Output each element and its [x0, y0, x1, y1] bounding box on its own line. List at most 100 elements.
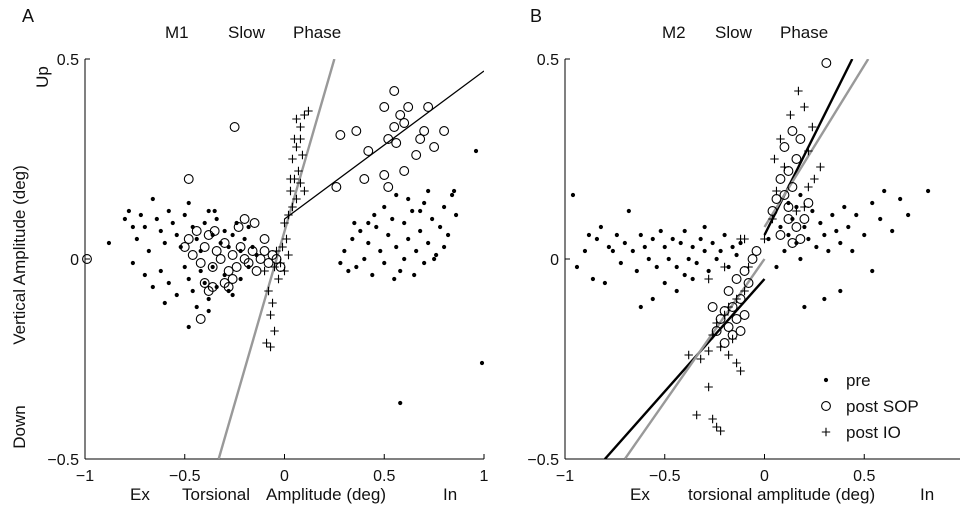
- panel-a-point-dot: [394, 192, 399, 198]
- panel-b-point-dot: [698, 236, 703, 242]
- panel-b-point-dot: [570, 192, 576, 198]
- panel-b-point-dot: [834, 228, 839, 234]
- panel-a-point-dot: [390, 216, 395, 222]
- panel-a-point-dot: [206, 296, 211, 302]
- panel-b-point-dot: [702, 224, 707, 230]
- panel-b-point-circle: [739, 266, 750, 276]
- panel-b-point-plus: [744, 262, 753, 272]
- panel-a-point-dot: [166, 208, 171, 214]
- panel-a-point-dot: [142, 224, 147, 230]
- panel-b-point-dot: [662, 280, 667, 286]
- panel-a-point-dot: [246, 224, 251, 230]
- panel-b-point-dot: [830, 212, 835, 218]
- panel-a-point-dot: [186, 200, 191, 206]
- panel-a-point-circle: [183, 174, 194, 184]
- panel-b-point-circle: [731, 314, 742, 324]
- panel-b-point-dot: [630, 248, 635, 254]
- panel-a-point-circle: [227, 274, 238, 284]
- panel-a-point-circle: [379, 170, 390, 180]
- panel-a-point-circle: [391, 138, 402, 148]
- panel-b-point-circle: [787, 126, 798, 136]
- panel-a-point-circle: [383, 134, 394, 144]
- panel-a-point-circle: [235, 242, 246, 252]
- panel-b-point-plus: [704, 382, 713, 392]
- panel-b-point-dot: [658, 228, 663, 234]
- panel-b-point-plus: [712, 318, 721, 328]
- panel-b-point-dot: [718, 248, 723, 254]
- panel-a-point-circle: [331, 182, 342, 192]
- panel-b-series-circle: [707, 58, 832, 348]
- panel-a-point-dot: [186, 324, 191, 330]
- panel-b-legend-marker-circle: [821, 401, 831, 411]
- panel-b-point-dot: [694, 260, 699, 266]
- panel-b-point-dot: [890, 228, 895, 234]
- panel-b-x-tick-label: 0: [760, 468, 769, 485]
- panel-a-point-plus: [296, 178, 305, 188]
- panel-a-point-plus: [266, 342, 275, 352]
- panel-b-point-plus: [712, 422, 721, 432]
- panel-b-point-circle: [787, 182, 798, 192]
- panel-a-point-circle: [255, 254, 266, 264]
- panel-a-xlabel-part-1: Torsional: [182, 485, 250, 504]
- panel-a-point-plus: [272, 246, 281, 256]
- panel-a-point-dot: [126, 208, 131, 214]
- panel-a-point-plus: [270, 262, 279, 272]
- panel-b-y-tick-label: −0.5: [527, 452, 559, 469]
- panel-a-point-dot: [434, 252, 439, 258]
- panel-b-point-plus: [792, 206, 801, 216]
- panel-b-point-plus: [716, 342, 725, 352]
- panel-a-title-part-1: M1: [165, 23, 189, 42]
- panel-a-point-plus: [278, 242, 287, 252]
- panel-b-point-dot: [626, 208, 631, 214]
- panel-b-point-dot: [682, 272, 687, 278]
- panel-a-point-circle: [423, 102, 434, 112]
- panel-a-point-plus: [266, 310, 275, 320]
- panel-b-point-circle: [731, 274, 742, 284]
- panel-b-point-dot: [798, 256, 803, 262]
- panel-a-point-circle: [179, 242, 190, 252]
- panel-b: B M2 Slow Phase Ex torsional amplitude (…: [527, 6, 960, 504]
- panel-a-x-tick-label: 0.5: [373, 468, 395, 485]
- panel-a-title-part-2: Slow: [228, 23, 266, 42]
- panel-a-point-plus: [284, 210, 293, 220]
- panel-a-point-plus: [280, 218, 289, 228]
- panel-b-x-tick-label: −0.5: [649, 468, 681, 485]
- panel-a-point-dot: [398, 400, 403, 406]
- panel-a-x-tick-label: −0.5: [169, 468, 201, 485]
- panel-a-point-plus: [296, 134, 305, 144]
- panel-a-point-circle: [259, 246, 270, 256]
- panel-b-point-dot: [870, 268, 875, 274]
- panel-a-point-circle: [231, 262, 242, 272]
- panel-a-point-circle: [199, 278, 210, 288]
- panel-b-xlabel-part-1: torsional amplitude (deg): [688, 485, 875, 504]
- panel-a-xlabel-in: In: [443, 485, 457, 504]
- panel-a-point-dot: [122, 216, 127, 222]
- panel-a-point-plus: [298, 150, 307, 160]
- panel-a-point-dot: [138, 212, 143, 218]
- panel-a-point-dot: [342, 248, 347, 254]
- panel-b-point-circle: [747, 254, 758, 264]
- panel-b-point-dot: [846, 224, 851, 230]
- panel-a-y-tick-label: 0: [70, 252, 79, 269]
- panel-a-point-dot: [338, 260, 343, 266]
- panel-b-point-dot: [802, 224, 807, 230]
- panel-b-point-dot: [618, 260, 623, 266]
- panel-b-x-tick-label: 0.5: [853, 468, 875, 485]
- panel-a-point-circle: [411, 150, 422, 160]
- panel-a-point-circle: [249, 218, 260, 228]
- panel-b-point-dot: [818, 220, 823, 226]
- panel-a-point-dot: [372, 212, 377, 218]
- panel-a-point-dot: [130, 224, 135, 230]
- panel-a-point-plus: [268, 298, 277, 308]
- panel-b-series-dot: [570, 188, 931, 310]
- panel-a-point-plus: [286, 174, 295, 184]
- panel-a-point-plus: [280, 266, 289, 276]
- panel-b-point-dot: [814, 244, 819, 250]
- panel-a-point-dot: [162, 300, 167, 306]
- panel-b-point-plus: [800, 102, 809, 112]
- panel-a-point-dot: [158, 268, 163, 274]
- panel-a-point-plus: [294, 166, 303, 176]
- panel-a-point-dot: [473, 148, 479, 154]
- panel-a-point-dot: [412, 272, 417, 278]
